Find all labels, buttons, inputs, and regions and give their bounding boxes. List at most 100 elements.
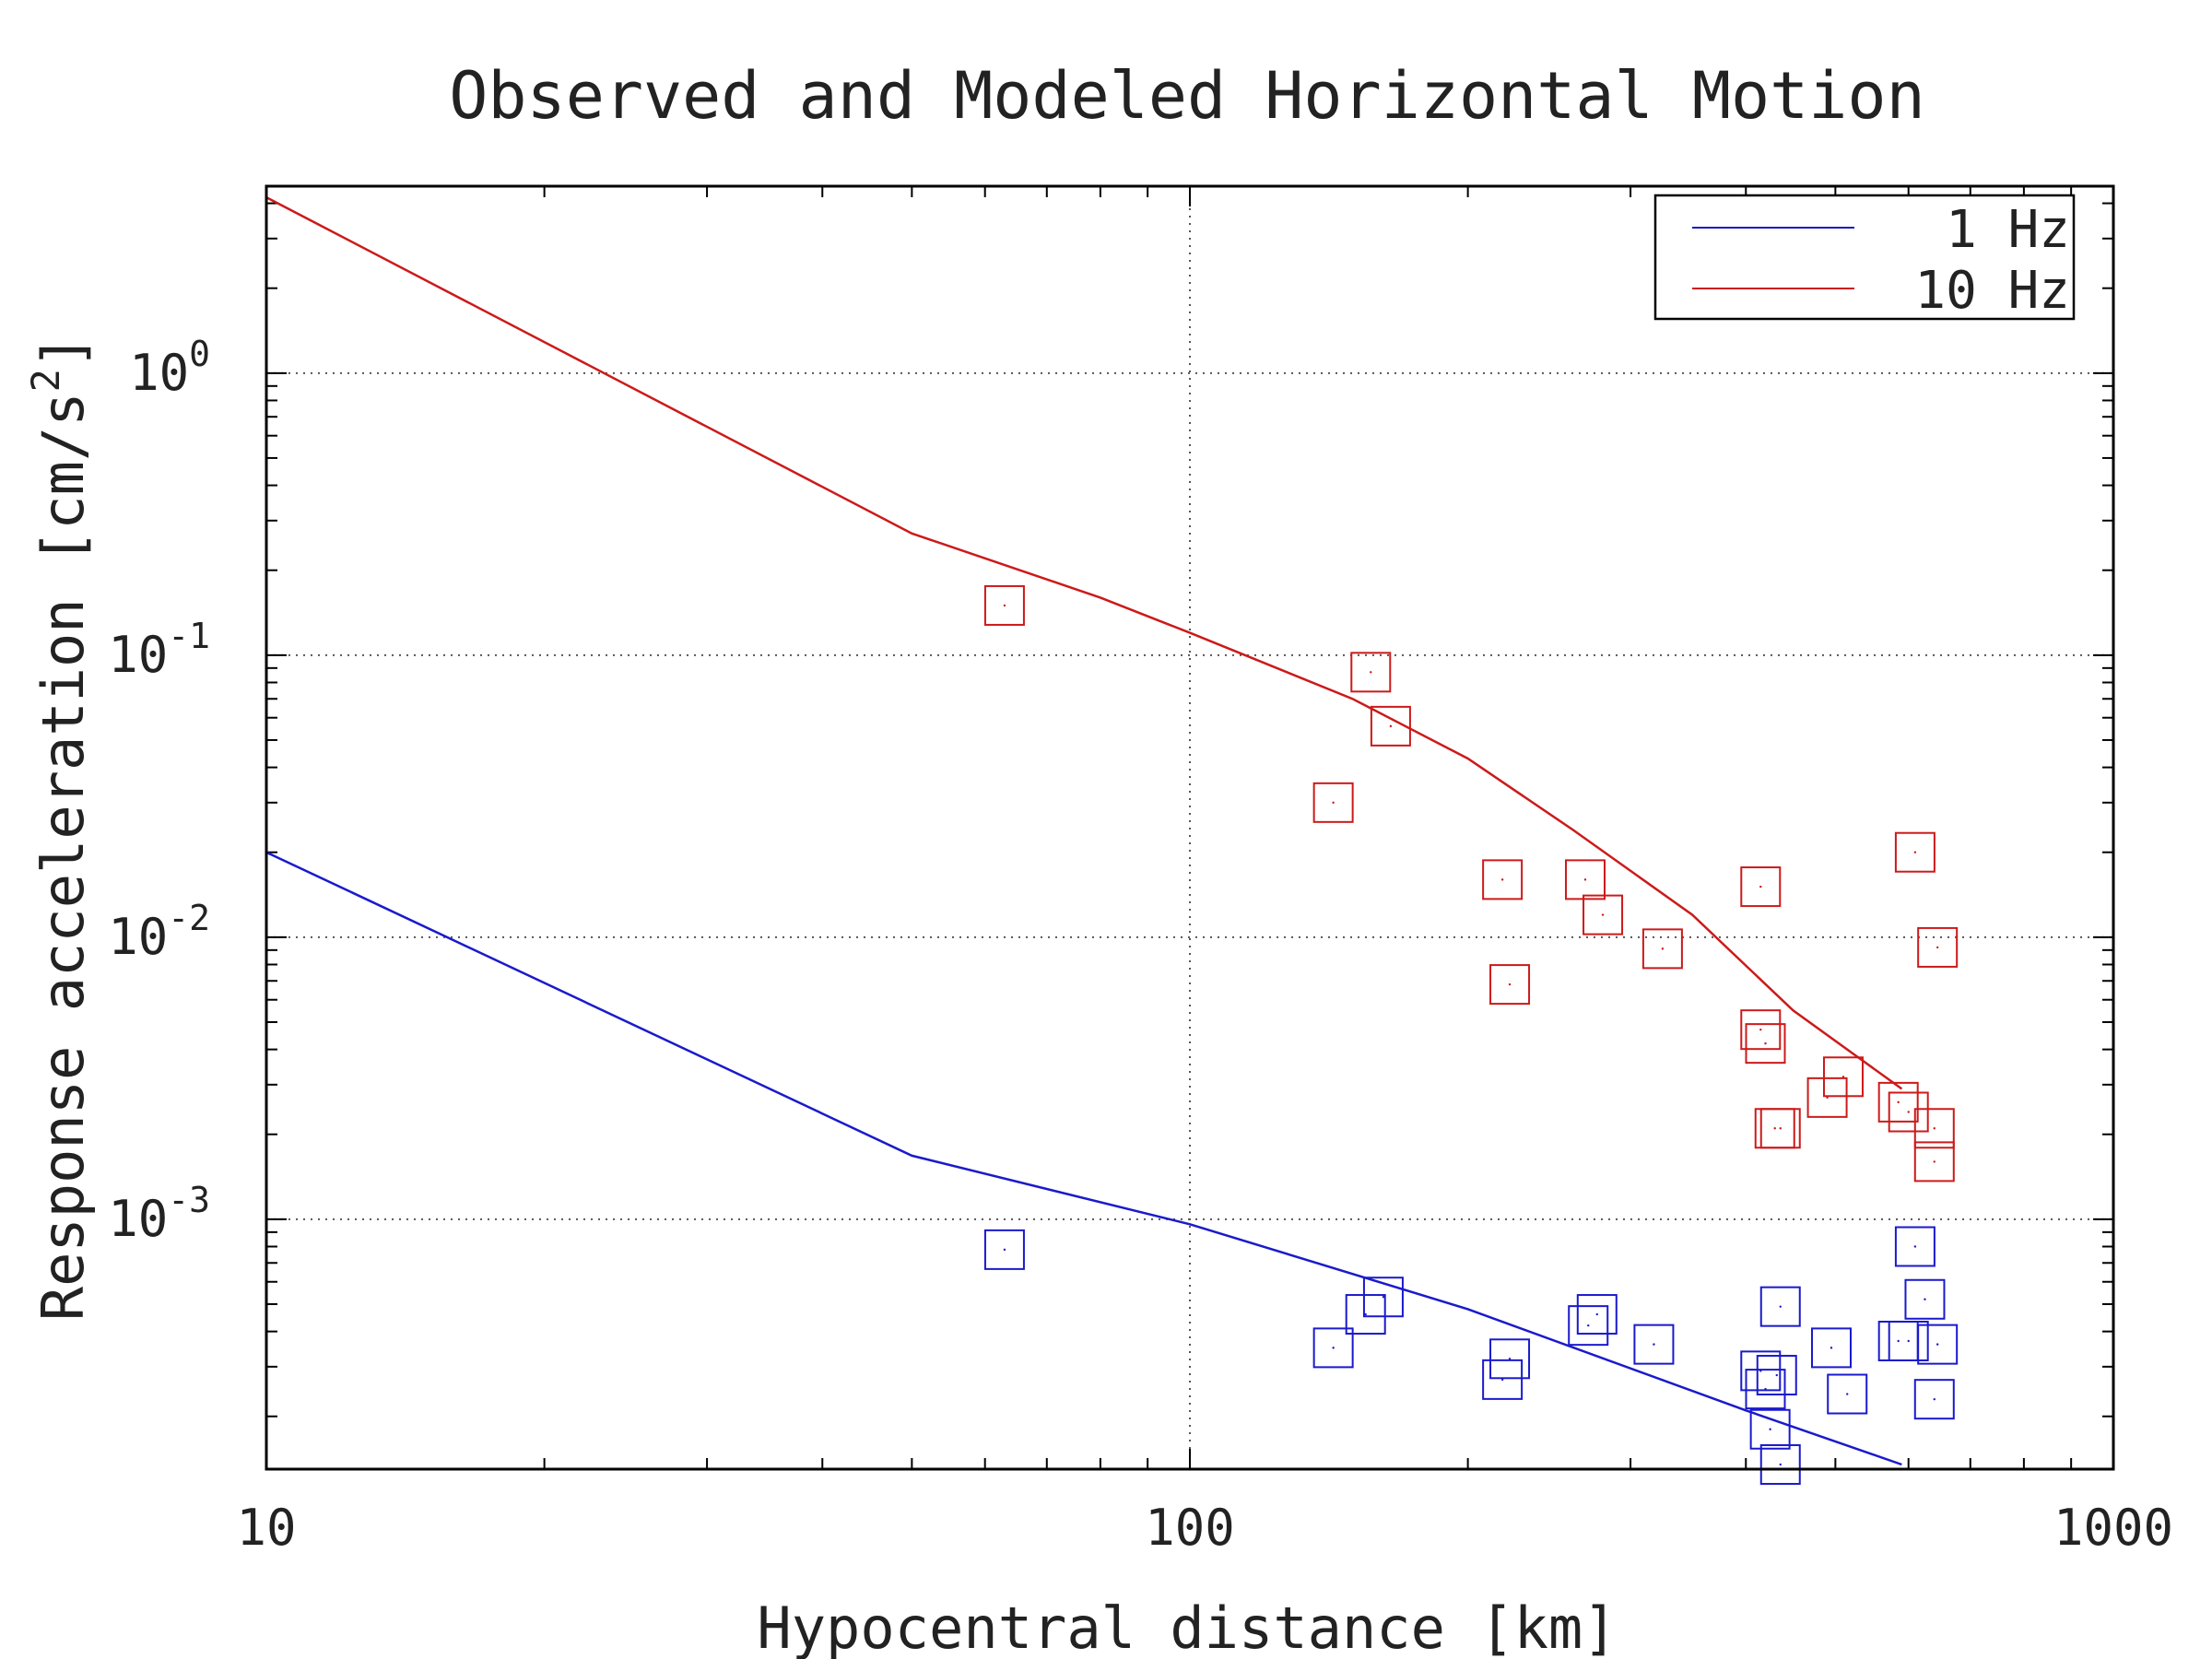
- observed-point-center: [1933, 1397, 1936, 1401]
- observed-point-10hz: [1482, 859, 1524, 900]
- observed-point-10hz: [1894, 831, 1936, 873]
- observed-point-10hz: [1564, 859, 1606, 900]
- observed-point-1hz: [1759, 1443, 1801, 1485]
- observed-point-center: [1830, 1347, 1833, 1349]
- observed-point-center: [1764, 1387, 1767, 1391]
- observed-point-10hz: [1888, 1091, 1929, 1133]
- observed-point-1hz: [1759, 1286, 1801, 1327]
- observed-point-10hz: [1350, 652, 1392, 693]
- y-axis-label-superscript: 2: [23, 369, 68, 392]
- observed-point-center: [1846, 1393, 1849, 1395]
- legend-label-1hz: 1 Hz: [1946, 200, 2070, 260]
- observed-point-1hz: [1917, 1324, 1959, 1365]
- observed-point-center: [1759, 1028, 1762, 1031]
- observed-point-center: [1364, 1312, 1367, 1316]
- legend: 1 Hz 10 Hz: [1653, 194, 2076, 321]
- observed-point-center: [1773, 1127, 1776, 1130]
- observed-point-center: [1907, 1339, 1910, 1343]
- observed-point-center: [1913, 1245, 1917, 1248]
- observed-point-center: [1583, 878, 1587, 881]
- observed-point-1hz: [1633, 1324, 1675, 1365]
- observed-point-center: [1924, 1298, 1926, 1300]
- y-tick-label: 10-1: [108, 616, 210, 684]
- observed-point-center: [1661, 947, 1665, 950]
- observed-point-10hz: [983, 584, 1025, 626]
- observed-point-10hz: [1917, 926, 1959, 968]
- observed-point-center: [1500, 878, 1504, 881]
- y-axis-label: Response acceleration [cm/s2]: [23, 335, 97, 1321]
- observed-point-10hz: [1806, 1077, 1848, 1118]
- observed-point-center: [1936, 1343, 1939, 1346]
- x-axis-label: Hypocentral distance [km]: [757, 1594, 1617, 1659]
- observed-point-1hz: [1489, 1338, 1531, 1380]
- plot-frame: [265, 184, 2115, 1471]
- observed-point-center: [1653, 1343, 1655, 1346]
- x-tick-label: 1000: [2053, 1499, 2173, 1557]
- observed-point-center: [1003, 604, 1006, 607]
- observed-point-center: [1759, 885, 1762, 888]
- observed-point-center: [1897, 1100, 1900, 1104]
- y-tick-label: 100: [129, 334, 210, 402]
- observed-point-10hz: [1312, 782, 1354, 823]
- observed-point-1hz: [1312, 1327, 1354, 1369]
- y-tick-label: 10-2: [108, 898, 210, 966]
- observed-point-1hz: [1749, 1408, 1791, 1450]
- observed-point-center: [1897, 1339, 1900, 1343]
- observed-point-center: [1601, 913, 1605, 916]
- observed-point-center: [1779, 1463, 1782, 1466]
- observed-point-1hz: [1904, 1278, 1946, 1320]
- observed-point-center: [1370, 671, 1372, 674]
- x-tick-label: 100: [1145, 1499, 1235, 1557]
- observed-point-10hz: [1913, 1141, 1955, 1182]
- legend-box: [1653, 194, 2076, 321]
- observed-point-1hz: [1345, 1294, 1386, 1335]
- observed-point-1hz: [1576, 1294, 1618, 1335]
- observed-point-1hz: [1568, 1305, 1609, 1347]
- observed-point-center: [1779, 1305, 1782, 1308]
- observed-point-center: [1913, 851, 1917, 853]
- chart-title: Observed and Modeled Horizontal Motion: [449, 58, 1924, 134]
- observed-point-10hz: [1583, 894, 1624, 935]
- grid-lines: [266, 186, 2113, 1469]
- observed-point-10hz: [1489, 964, 1531, 1006]
- observed-point-10hz: [1759, 1108, 1801, 1149]
- axis-ticks: [265, 186, 2113, 1469]
- observed-point-1hz: [1362, 1277, 1404, 1318]
- legend-label-10hz: 10 Hz: [1914, 261, 2070, 321]
- observed-point-1hz: [1913, 1379, 1955, 1420]
- observed-point-1hz: [1740, 1350, 1782, 1392]
- observed-point-center: [1936, 946, 1939, 949]
- observed-point-1hz: [1810, 1327, 1852, 1369]
- observed-point-1hz: [1756, 1355, 1797, 1396]
- observed-point-center: [1332, 801, 1335, 805]
- observed-point-1hz: [983, 1229, 1025, 1270]
- observed-point-10hz: [1370, 705, 1411, 747]
- observed-points: [983, 584, 1959, 1485]
- observed-point-10hz: [1745, 1023, 1786, 1065]
- observed-point-center: [1764, 1041, 1767, 1045]
- observed-point-center: [1332, 1347, 1335, 1349]
- observed-point-10hz: [1740, 866, 1782, 908]
- observed-point-center: [1841, 1076, 1845, 1078]
- observed-point-center: [1508, 1358, 1512, 1360]
- observed-point-1hz: [1888, 1320, 1929, 1361]
- observed-point-10hz: [1740, 1009, 1782, 1051]
- observed-point-1hz: [1827, 1373, 1868, 1415]
- x-tick-labels: 10 100 1000: [236, 1499, 2173, 1557]
- observed-point-1hz: [1745, 1369, 1786, 1410]
- y-axis-label-end: ]: [29, 335, 97, 369]
- observed-point-10hz: [1913, 1108, 1955, 1149]
- y-tick-labels: 100 10-1 10-2 10-3: [108, 334, 210, 1248]
- observed-point-center: [1907, 1111, 1910, 1113]
- observed-point-center: [1769, 1428, 1771, 1430]
- observed-point-center: [1587, 1324, 1590, 1327]
- observed-point-center: [1933, 1127, 1936, 1130]
- observed-point-center: [1779, 1127, 1782, 1130]
- observed-point-center: [1595, 1312, 1598, 1316]
- observed-point-1hz: [1482, 1359, 1524, 1400]
- observed-point-center: [1508, 982, 1512, 986]
- x-tick-label: 10: [236, 1499, 296, 1557]
- y-tick-label: 10-3: [108, 1180, 210, 1248]
- observed-point-center: [1003, 1248, 1006, 1252]
